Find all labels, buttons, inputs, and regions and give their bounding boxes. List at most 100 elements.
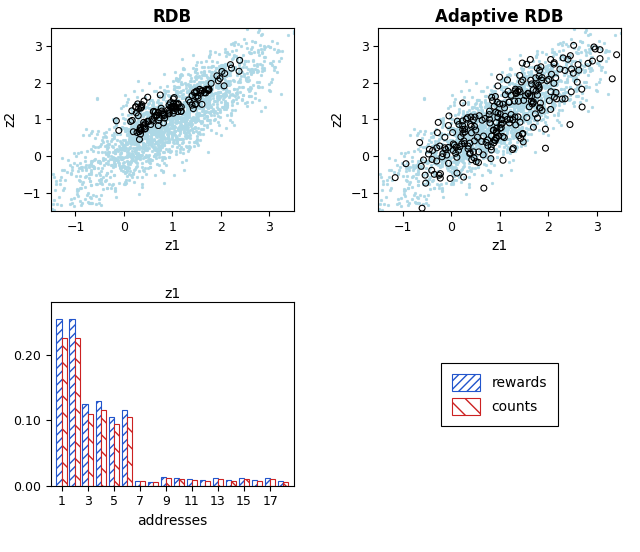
Point xyxy=(552,87,562,96)
Point xyxy=(396,193,406,202)
Point xyxy=(519,94,529,103)
Point xyxy=(206,103,216,112)
Point xyxy=(497,121,507,130)
Point xyxy=(174,70,184,79)
Point xyxy=(134,128,144,136)
Point xyxy=(491,127,501,136)
Point xyxy=(541,78,551,87)
Point xyxy=(176,123,186,132)
Point xyxy=(540,57,550,66)
Point xyxy=(276,89,286,98)
Point xyxy=(474,110,484,119)
Point xyxy=(500,76,510,85)
Point xyxy=(154,117,164,126)
Point xyxy=(449,130,459,139)
Point xyxy=(530,104,540,113)
Point xyxy=(186,116,196,125)
Point xyxy=(69,201,79,210)
Point xyxy=(222,101,232,110)
Point xyxy=(489,137,499,146)
Point xyxy=(211,81,221,89)
Point xyxy=(191,60,201,69)
Point xyxy=(566,34,576,43)
Point xyxy=(577,38,587,46)
Point xyxy=(538,72,548,81)
Point xyxy=(212,91,222,100)
Point xyxy=(192,69,202,78)
Point xyxy=(517,137,527,146)
Point xyxy=(137,144,147,152)
Point xyxy=(494,118,504,126)
Point xyxy=(237,91,248,99)
Point xyxy=(120,144,130,152)
Point xyxy=(477,129,488,137)
Point xyxy=(170,68,180,77)
Point xyxy=(538,63,548,72)
Point xyxy=(481,117,492,126)
Point xyxy=(132,144,142,153)
Point xyxy=(552,68,562,77)
Point xyxy=(54,179,65,188)
Point xyxy=(399,151,409,160)
Point xyxy=(177,108,187,116)
Point xyxy=(491,145,501,153)
Point xyxy=(463,123,474,131)
Point xyxy=(548,61,558,70)
Point xyxy=(472,162,483,171)
Point xyxy=(551,70,561,79)
Point xyxy=(496,139,506,148)
Point xyxy=(490,108,500,117)
Point xyxy=(524,100,534,109)
Point xyxy=(557,37,568,46)
Point xyxy=(421,176,431,184)
Point xyxy=(438,114,448,123)
Point xyxy=(621,20,631,29)
Point xyxy=(605,14,616,23)
Point xyxy=(169,136,179,145)
Point xyxy=(244,48,255,57)
Point xyxy=(513,120,524,129)
Point xyxy=(523,67,533,76)
Point xyxy=(153,109,163,118)
Point xyxy=(462,113,472,122)
Point xyxy=(163,102,173,111)
Point xyxy=(543,130,554,139)
Point xyxy=(484,139,495,147)
Point xyxy=(156,140,166,149)
Point xyxy=(255,41,266,50)
Point xyxy=(166,128,176,137)
Point xyxy=(190,116,200,125)
Point xyxy=(518,100,529,109)
Point xyxy=(486,91,497,99)
Point xyxy=(266,36,276,45)
Point xyxy=(518,93,528,102)
Point xyxy=(167,130,177,139)
Point xyxy=(175,113,185,122)
Point xyxy=(150,130,161,139)
Point xyxy=(430,140,440,149)
Point xyxy=(152,97,163,106)
Point xyxy=(177,107,188,115)
Point xyxy=(492,92,502,100)
Point xyxy=(561,82,572,91)
Point xyxy=(180,132,190,141)
Bar xyxy=(252,480,257,486)
Point xyxy=(241,39,251,47)
Point xyxy=(556,91,566,100)
Point xyxy=(497,118,508,126)
Point xyxy=(151,138,161,147)
Point xyxy=(516,94,527,103)
Point xyxy=(477,109,487,118)
Point xyxy=(485,166,495,175)
Point xyxy=(453,121,463,130)
Point xyxy=(467,144,477,153)
Point xyxy=(202,94,212,103)
Point xyxy=(467,163,477,172)
Point xyxy=(477,106,488,115)
Point xyxy=(59,166,69,174)
Point xyxy=(468,131,478,140)
Point xyxy=(141,157,151,166)
Point xyxy=(201,107,211,115)
Point xyxy=(586,52,596,61)
Point xyxy=(516,115,527,124)
